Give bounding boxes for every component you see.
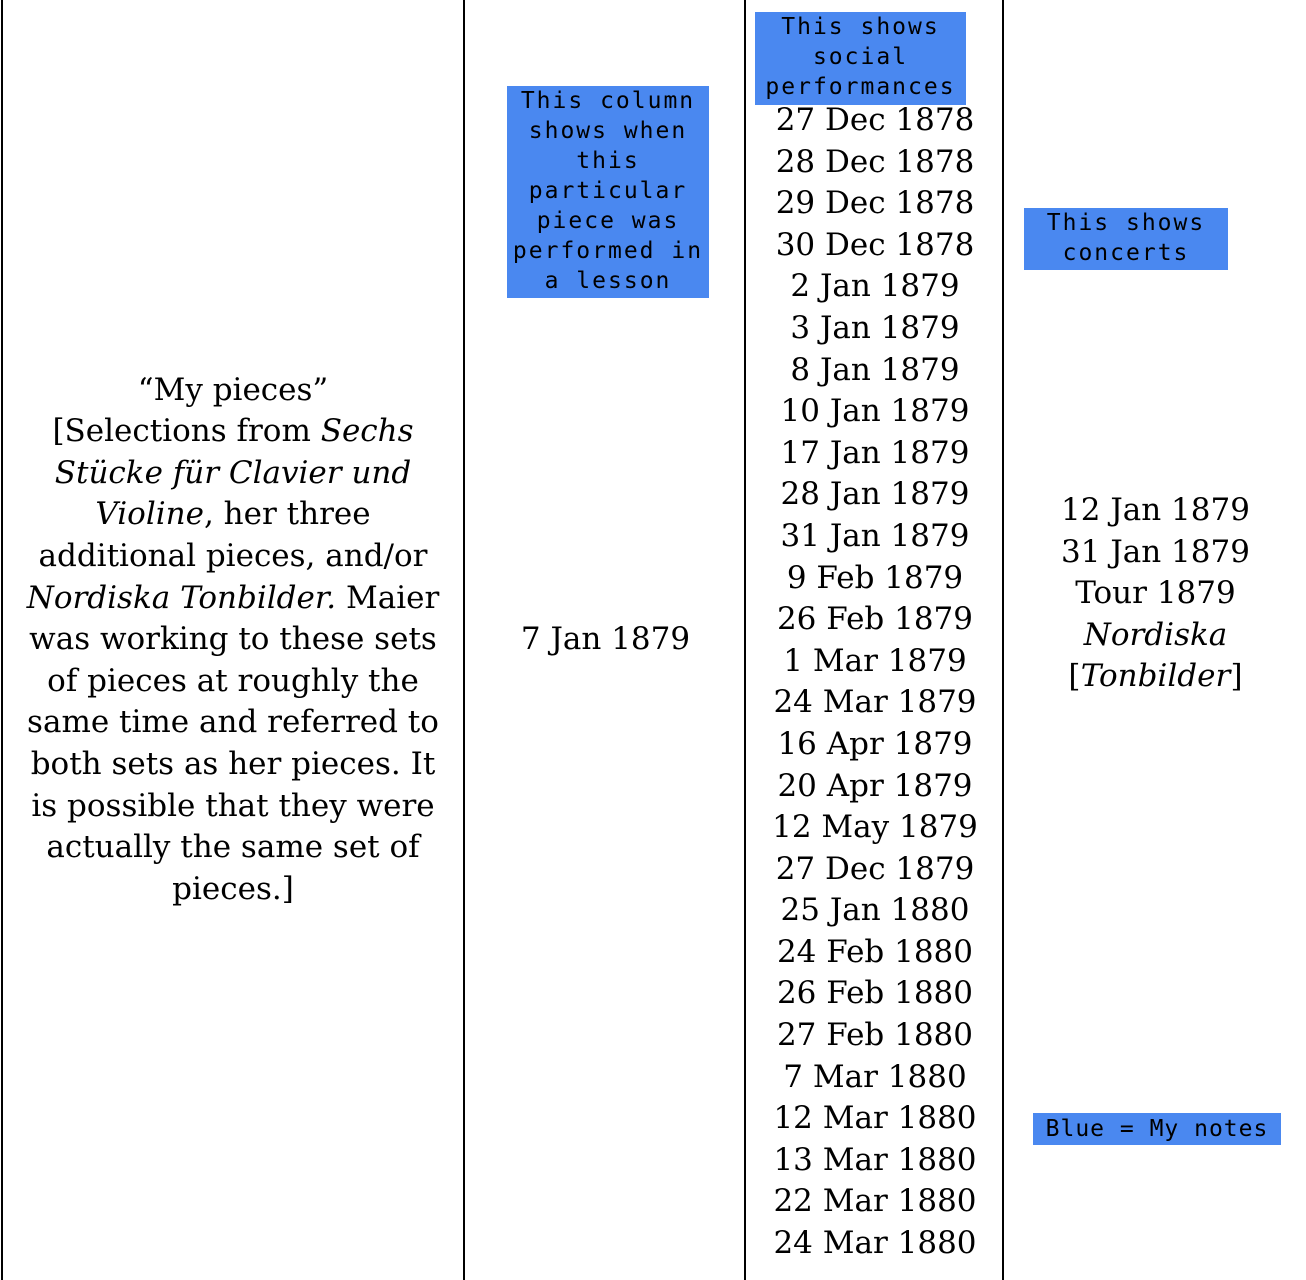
social-date: 27 Feb 1880 [776,1017,974,1054]
social-date: 2 Jan 1879 [790,268,960,305]
social-date: 28 Dec 1878 [775,143,975,180]
table-divider-2 [744,0,746,1280]
social-date: 20 Apr 1879 [777,767,973,804]
social-date: 12 May 1879 [772,809,978,846]
description-text: “My pieces” [137,371,329,408]
social-date: 17 Jan 1879 [780,434,970,471]
social-date: 27 Dec 1879 [775,850,975,887]
italic-title: Nordiska Tonbilder. [26,579,337,616]
note-social: This shows social performances [755,12,966,105]
social-date: 9 Feb 1879 [786,559,964,596]
social-performances-cell: 27 Dec 1878 28 Dec 1878 29 Dec 1878 30 Dec … [747,0,1003,1280]
social-date: 30 Dec 1878 [775,226,975,263]
social-date: 10 Jan 1879 [780,393,970,430]
social-date: 8 Jan 1879 [790,351,960,388]
table-divider-3 [1002,0,1004,1280]
social-date: 7 Mar 1880 [783,1058,967,1095]
social-date: 24 Mar 1879 [773,684,977,721]
description-text: [Selections from [52,413,321,450]
table-divider-1 [463,0,465,1280]
social-date: 25 Jan 1880 [780,892,970,929]
social-date: 29 Dec 1878 [775,185,975,222]
lesson-cell: 7 Jan 1879 [466,0,745,1280]
note-lesson: This column shows when this particular p… [507,86,709,298]
social-date: 1 Mar 1879 [783,642,967,679]
social-date: 12 Mar 1880 [773,1100,977,1137]
concert-piece-title: Nordiska Tonbilder [1080,616,1231,695]
table-border-left [1,0,3,1280]
piece-description: “My pieces” [Selections from Sechs Stücke… [13,370,453,911]
concert-tour: Tour 1879 [1075,575,1236,612]
social-date: 24 Feb 1880 [776,933,974,970]
social-date: 22 Mar 1880 [773,1183,977,1220]
note-legend: Blue = My notes [1033,1113,1281,1145]
lesson-date: 7 Jan 1879 [520,621,691,658]
concert-date: 31 Jan 1879 [1061,533,1250,570]
note-concerts: This shows concerts [1024,208,1228,270]
social-date: 28 Jan 1879 [780,476,970,513]
social-date: 27 Dec 1878 [775,102,975,138]
social-dates-list: 27 Dec 1878 28 Dec 1878 29 Dec 1878 30 Dec … [772,100,978,1265]
social-date: 3 Jan 1879 [790,309,960,346]
concert-date: 12 Jan 1879 [1061,492,1250,529]
social-date: 26 Feb 1879 [776,601,974,638]
social-date: 31 Jan 1879 [780,517,970,554]
bracket: [ [1068,658,1081,695]
description-text: Maier was working to these sets of piece… [27,579,440,907]
social-date: 16 Apr 1879 [777,725,973,762]
piece-description-cell: “My pieces” [Selections from Sechs Stücke… [4,0,462,1280]
italic-title: Sechs Stücke für Clavier und Violine [54,413,414,533]
social-date: 26 Feb 1880 [776,975,974,1012]
description-text: , her three additional pieces, and/or [38,496,428,575]
bracket: ] [1230,658,1243,695]
social-date: 13 Mar 1880 [773,1141,977,1178]
concerts-cell: 12 Jan 1879 31 Jan 1879 Tour 1879 [Nordi… [1005,0,1306,1280]
social-date: 24 Mar 1880 [773,1225,977,1262]
